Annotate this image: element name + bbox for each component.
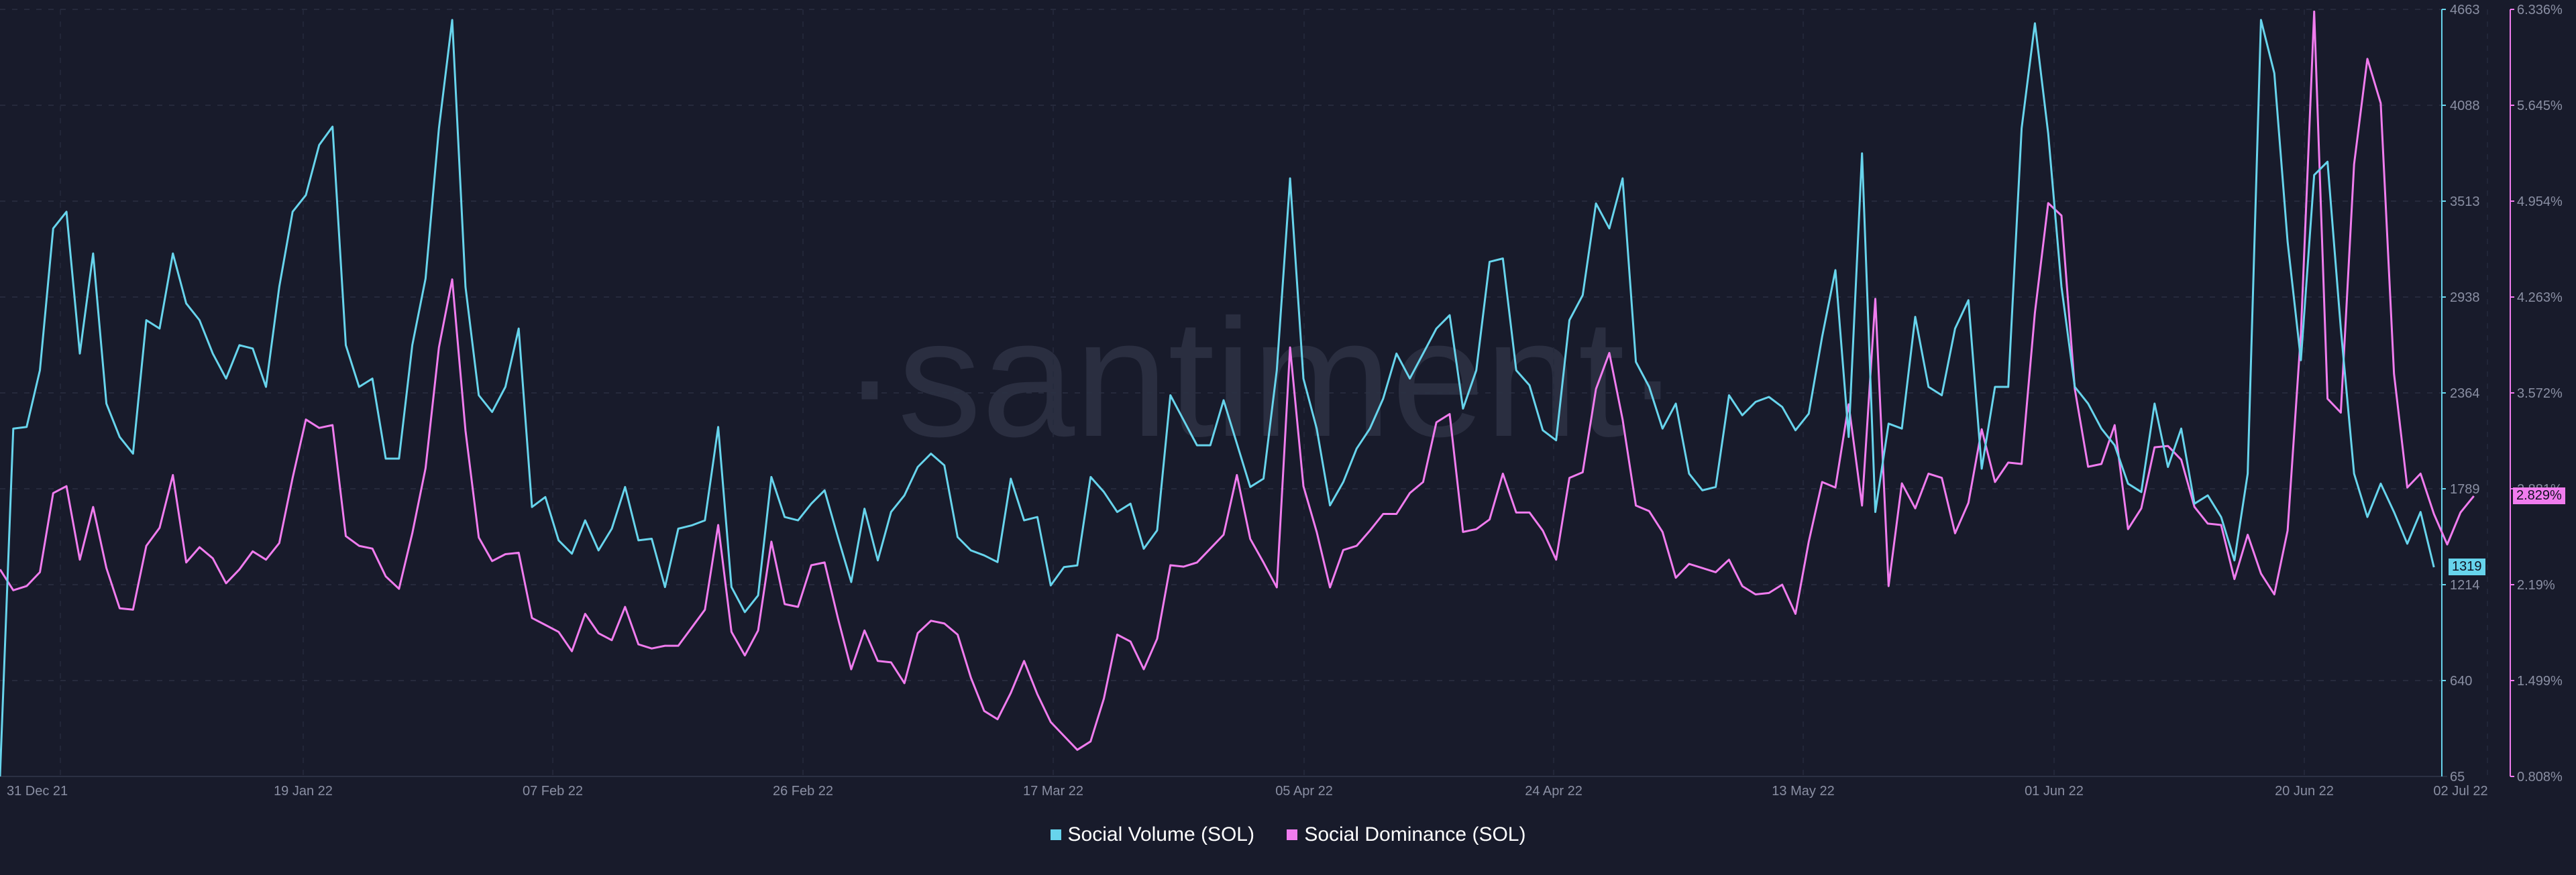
x-tick-label: 02 Jul 22 xyxy=(2433,784,2487,799)
y-left-tick-label: 3513 xyxy=(2450,194,2480,209)
legend-swatch-social-dominance xyxy=(1287,829,1298,840)
santiment-watermark: ·santiment· xyxy=(842,284,1680,471)
y-left-tick-label: 4663 xyxy=(2450,3,2480,17)
y-right-tick-label: 4.954% xyxy=(2517,194,2563,209)
legend-label-social-dominance: Social Dominance (SOL) xyxy=(1304,823,1526,845)
chart-legend: Social Volume (SOL) Social Dominance (SO… xyxy=(0,823,2576,846)
y-right-tick-label: 3.572% xyxy=(2517,386,2563,401)
y-left-tick-label: 1789 xyxy=(2450,482,2480,497)
y-left-tick-label: 1214 xyxy=(2450,578,2480,593)
x-tick-label: 20 Jun 22 xyxy=(2275,784,2334,799)
axes: 4663 6.336% 4088 5.645% 3513 4.954% 2938 4.263%… xyxy=(0,3,2563,799)
y-left-tick-label: 4088 xyxy=(2450,99,2480,113)
y-left-tick-label: 2938 xyxy=(2450,290,2480,305)
y-right-tick-label: 2.19% xyxy=(2517,578,2555,593)
x-tick-label: 31 Dec 21 xyxy=(7,784,68,799)
current-value-badge-dominance: 2.829% xyxy=(2513,487,2565,504)
y-left-tick-label: 65 xyxy=(2450,770,2465,784)
x-tick-label: 01 Jun 22 xyxy=(2025,784,2084,799)
grid-lines xyxy=(0,9,2488,777)
legend-item-social-dominance[interactable]: Social Dominance (SOL) xyxy=(1287,823,1525,846)
legend-swatch-social-volume xyxy=(1050,829,1061,840)
y-right-tick-label: 4.263% xyxy=(2517,290,2563,305)
series-line-social-dominance xyxy=(0,10,2475,751)
x-tick-label: 26 Feb 22 xyxy=(773,784,833,799)
x-tick-label: 07 Feb 22 xyxy=(523,784,583,799)
current-value-badge-volume: 1319 xyxy=(2449,559,2485,575)
series-line-social-volume xyxy=(0,19,2435,777)
y-right-tick-label: 5.645% xyxy=(2517,99,2563,113)
x-tick-label: 19 Jan 22 xyxy=(274,784,333,799)
y-right-tick-label: 1.499% xyxy=(2517,674,2563,689)
x-tick-label: 05 Apr 22 xyxy=(1275,784,1333,799)
x-tick-label: 17 Mar 22 xyxy=(1023,784,1083,799)
legend-item-social-volume[interactable]: Social Volume (SOL) xyxy=(1050,823,1254,846)
series-lines xyxy=(0,10,2475,777)
legend-label-social-volume: Social Volume (SOL) xyxy=(1067,823,1254,845)
x-tick-label: 13 May 22 xyxy=(1772,784,1834,799)
x-tick-label: 24 Apr 22 xyxy=(1525,784,1582,799)
y-left-tick-label: 2364 xyxy=(2450,386,2480,401)
y-right-tick-label: 0.808% xyxy=(2517,770,2563,784)
y-right-tick-label: 6.336% xyxy=(2517,3,2563,17)
y-left-tick-label: 640 xyxy=(2450,674,2472,689)
